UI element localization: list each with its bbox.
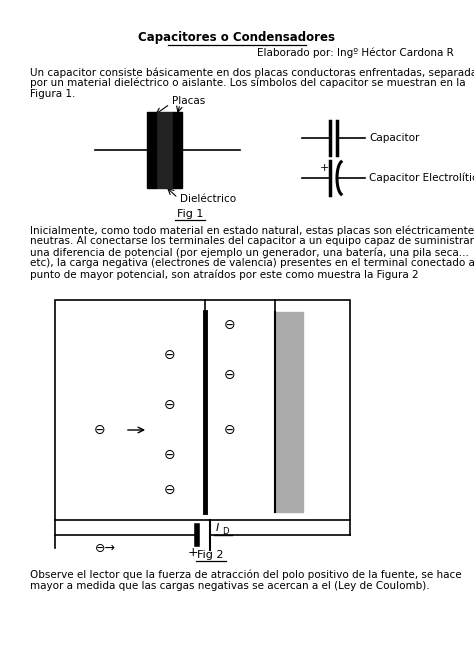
Text: mayor a medida que las cargas negativas se acercan a el (Ley de Coulomb).: mayor a medida que las cargas negativas … xyxy=(30,581,429,591)
Text: Capacitores o Condensadores: Capacitores o Condensadores xyxy=(138,31,336,44)
Text: Placas: Placas xyxy=(172,96,205,106)
Text: Un capacitor consiste básicamente en dos placas conductoras enfrentadas, separad: Un capacitor consiste básicamente en dos… xyxy=(30,67,474,78)
Text: ⊖: ⊖ xyxy=(164,483,176,497)
Text: ⊖: ⊖ xyxy=(224,368,236,382)
Text: D: D xyxy=(222,527,228,535)
Text: ⊖→: ⊖→ xyxy=(95,541,116,555)
Text: Elaborado por: Ingº Héctor Cardona R: Elaborado por: Ingº Héctor Cardona R xyxy=(256,48,453,58)
Text: Inicialmente, como todo material en estado natural, estas placas son eléctricame: Inicialmente, como todo material en esta… xyxy=(30,225,474,235)
Text: ⊖: ⊖ xyxy=(164,448,176,462)
Text: una diferencia de potencial (por ejemplo un generador, una batería, una pila sec: una diferencia de potencial (por ejemplo… xyxy=(30,247,469,257)
Text: por un material dieléctrico o aislante. Los símbolos del capacitor se muestran e: por un material dieléctrico o aislante. … xyxy=(30,78,465,88)
Text: Figura 1.: Figura 1. xyxy=(30,89,75,99)
Bar xyxy=(156,112,173,188)
Text: Capacitor Electrolítico: Capacitor Electrolítico xyxy=(369,173,474,184)
Text: ⊖: ⊖ xyxy=(224,423,236,437)
Bar xyxy=(55,300,350,520)
Text: etc), la carga negativa (electrones de valencia) presentes en el terminal conect: etc), la carga negativa (electrones de v… xyxy=(30,258,474,268)
Bar xyxy=(173,112,182,188)
Text: punto de mayor potencial, son atraídos por este como muestra la Figura 2: punto de mayor potencial, son atraídos p… xyxy=(30,269,419,279)
Text: Capacitor: Capacitor xyxy=(369,133,419,143)
Text: ⊖: ⊖ xyxy=(94,423,106,437)
Text: Dieléctrico: Dieléctrico xyxy=(180,194,236,204)
Bar xyxy=(275,312,303,512)
Text: +: + xyxy=(319,163,328,173)
Text: neutras. Al conectarse los terminales del capacitor a un equipo capaz de suminis: neutras. Al conectarse los terminales de… xyxy=(30,236,474,246)
Text: Fig 1: Fig 1 xyxy=(177,209,203,219)
Text: ⊖: ⊖ xyxy=(164,398,176,412)
Text: I: I xyxy=(216,523,219,533)
Text: ⊖: ⊖ xyxy=(224,318,236,332)
Text: ⊖: ⊖ xyxy=(164,348,176,362)
Bar xyxy=(147,112,156,188)
Text: +: + xyxy=(188,547,198,559)
Text: Observe el lector que la fuerza de atracción del polo positivo de la fuente, se : Observe el lector que la fuerza de atrac… xyxy=(30,570,462,580)
Text: Fig 2: Fig 2 xyxy=(197,550,223,560)
